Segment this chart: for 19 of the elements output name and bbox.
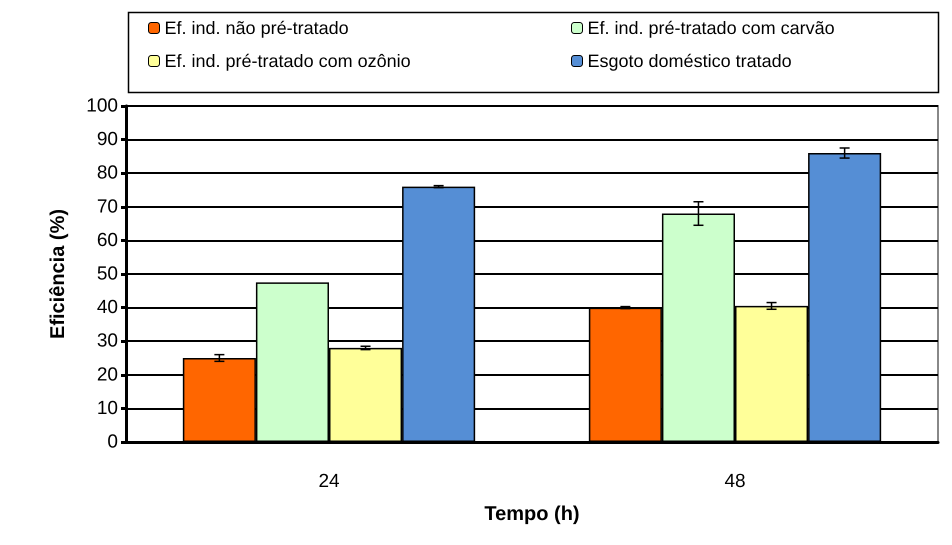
y-tick-label: 40: [96, 297, 118, 318]
y-tick-label: 80: [96, 162, 118, 184]
legend-label: Ef. ind. pré-tratado com carvão: [588, 18, 835, 38]
y-tick-label: 0: [107, 432, 118, 452]
x-tick-label: 24: [318, 471, 340, 492]
y-tick-label: 100: [86, 96, 118, 116]
legend-label: Esgoto doméstico tratado: [588, 51, 792, 71]
legend-label: Ef. ind. pré-tratado com ozônio: [164, 51, 411, 71]
y-tick-label: 30: [96, 330, 118, 352]
y-tick-label: 90: [96, 129, 118, 150]
x-axis-title: Tempo (h): [484, 503, 580, 525]
y-tick-label: 10: [96, 398, 118, 419]
y-tick-label: 50: [96, 264, 118, 284]
y-axis-title: Eficiência (%): [47, 208, 69, 340]
y-tick-label: 70: [96, 196, 118, 218]
x-tick-label: 48: [724, 471, 746, 492]
y-tick-label: 60: [96, 230, 118, 251]
y-tick-label: 20: [96, 364, 118, 386]
legend-label: Ef. ind. não pré-tratado: [164, 18, 349, 38]
